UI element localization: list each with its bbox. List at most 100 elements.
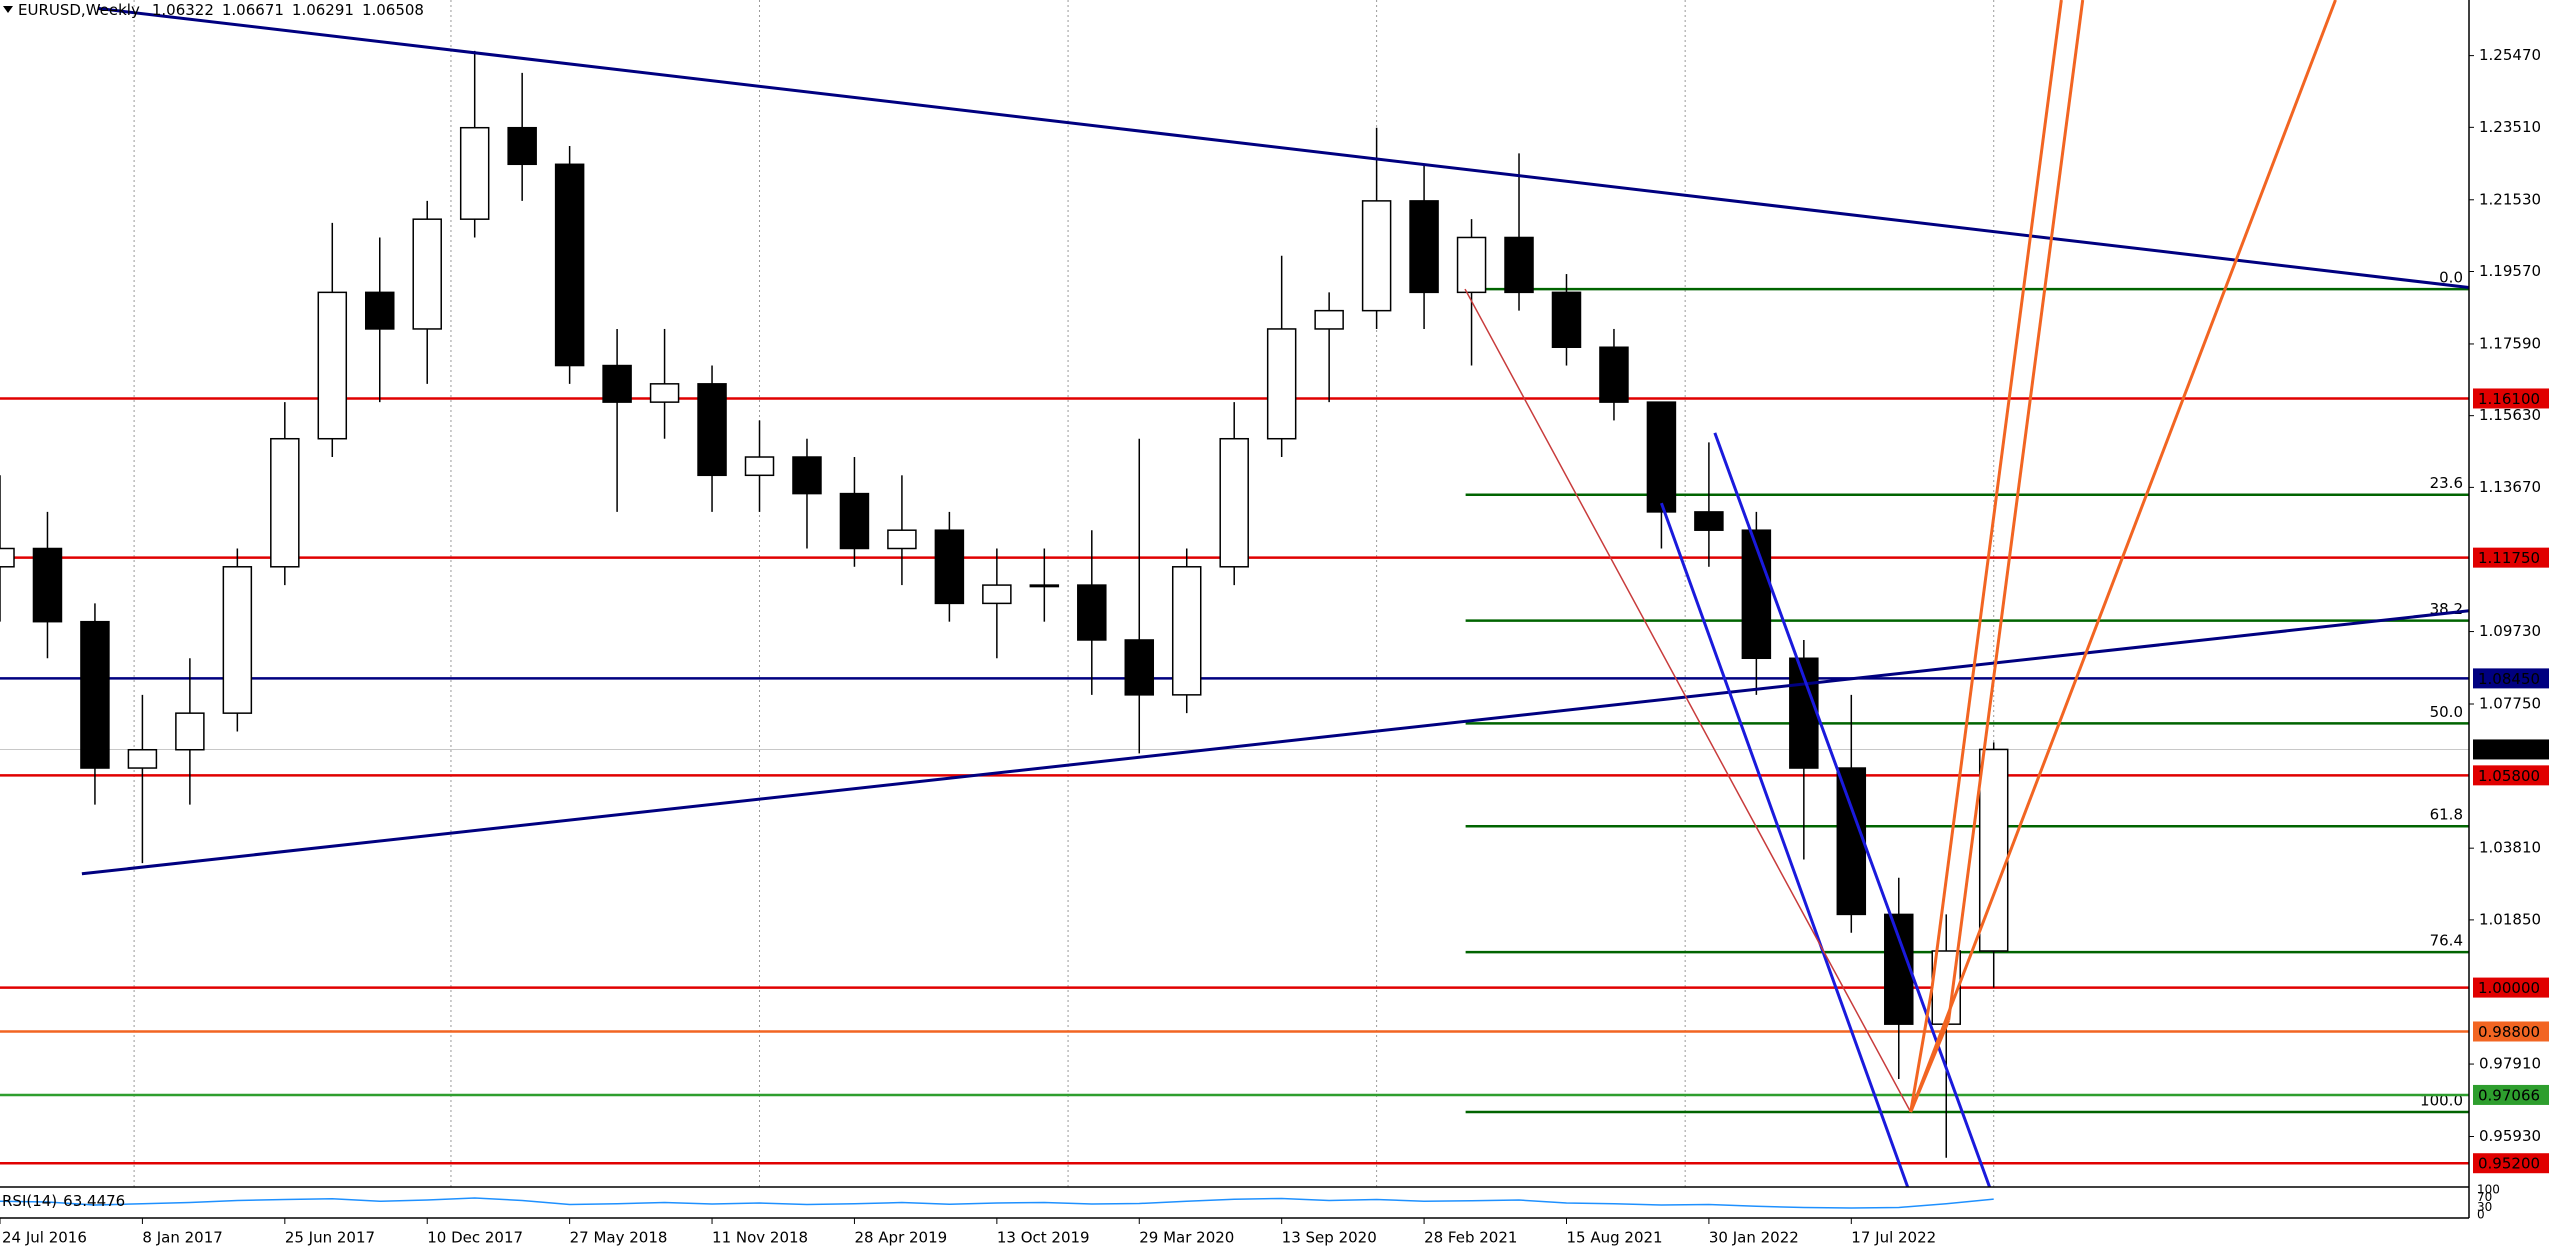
candle-body xyxy=(127,748,158,769)
level-label: 0.95200 xyxy=(2478,1155,2540,1173)
x-tick-label: 17 Jul 2022 xyxy=(1851,1229,1936,1247)
y-tick-label: 1.17590 xyxy=(2479,334,2541,352)
header-low: 1.06291 xyxy=(292,1,354,19)
level-label-box xyxy=(2473,1153,2549,1174)
candle-body xyxy=(649,383,680,403)
grid-layer xyxy=(133,0,1995,1187)
rsi-value: 63.4476 xyxy=(63,1192,125,1210)
candle-body xyxy=(1171,566,1202,696)
candle-body xyxy=(1836,767,1867,916)
y-tick-label: 1.01850 xyxy=(2479,910,2541,928)
symbol: EURUSD,Weekly xyxy=(18,1,140,19)
candle-body xyxy=(1029,584,1060,588)
level-label-box xyxy=(2473,1084,2549,1105)
candle-body xyxy=(887,529,917,550)
level-label: 1.11750 xyxy=(2478,549,2540,567)
level-label-box xyxy=(2473,977,2549,998)
y-tick-label: 0.95930 xyxy=(2479,1127,2541,1145)
x-tick-label: 11 Nov 2018 xyxy=(712,1229,808,1247)
candle-body xyxy=(317,291,348,440)
y-tick-label: 1.23510 xyxy=(2479,118,2541,136)
candle-body xyxy=(1077,584,1107,641)
candle-body xyxy=(744,456,775,477)
x-tick-label: 27 May 2018 xyxy=(570,1229,668,1247)
y-tick-label: 1.03810 xyxy=(2479,839,2541,857)
candle-body xyxy=(839,492,870,550)
fib-label: 0.0 xyxy=(2439,269,2463,287)
rsi-line xyxy=(0,1197,1994,1209)
trendline xyxy=(1909,0,2337,1113)
fib-label: 76.4 xyxy=(2430,932,2463,950)
header-triangle xyxy=(3,6,13,13)
candle-body xyxy=(602,364,632,403)
y-tick-label: 1.09730 xyxy=(2479,622,2541,640)
level-label: 0.98800 xyxy=(2478,1023,2540,1041)
rsi-name: RSI(14) xyxy=(2,1192,57,1210)
candle-body xyxy=(32,547,63,623)
candle-body xyxy=(1599,346,1629,403)
trendline xyxy=(81,609,2469,876)
y-tick-label: 1.13670 xyxy=(2479,478,2541,496)
header-high: 1.06671 xyxy=(222,1,284,19)
level-label: 1.00000 xyxy=(2478,979,2540,997)
y-tick-label: 1.21530 xyxy=(2479,190,2541,208)
candle-body xyxy=(1694,511,1724,531)
candle-body xyxy=(507,126,537,166)
level-label-box xyxy=(2473,765,2549,786)
trendline xyxy=(1660,502,1910,1187)
candle-body xyxy=(270,437,300,568)
candle-body xyxy=(1551,291,1582,348)
trendline xyxy=(1464,288,1912,1113)
level-label-box xyxy=(2473,547,2549,568)
x-tick-label: 13 Sep 2020 xyxy=(1282,1229,1377,1247)
candle-body xyxy=(792,456,822,495)
header-open: 1.06322 xyxy=(152,1,214,19)
y-tick-label: 0.97910 xyxy=(2479,1055,2541,1073)
rsi-tick-label: 30 xyxy=(2477,1200,2492,1214)
x-tick-label: 28 Apr 2019 xyxy=(854,1229,947,1247)
candle-body xyxy=(0,547,15,568)
rsi-layer xyxy=(0,1197,1994,1209)
candle-body xyxy=(1219,437,1249,568)
candle-body xyxy=(1741,529,1772,660)
level-label: 1.08450 xyxy=(2478,670,2540,688)
candle-body xyxy=(1456,236,1487,294)
candle-body xyxy=(175,712,205,751)
candle-body xyxy=(1124,639,1155,696)
rsi-tick-label: 100 xyxy=(2477,1183,2500,1197)
level-label-box xyxy=(2473,1021,2549,1042)
candles-layer xyxy=(0,50,2009,1158)
candle-body xyxy=(697,383,727,477)
level-label: 1.05800 xyxy=(2478,767,2540,785)
candle-body xyxy=(222,566,253,714)
fib-label: 23.6 xyxy=(2430,474,2463,492)
fib-label: 50.0 xyxy=(2430,703,2463,721)
candle-body xyxy=(554,163,585,367)
y-tick-label: 1.25470 xyxy=(2479,46,2541,64)
y-tick-label: 1.19570 xyxy=(2479,262,2541,280)
x-tick-label: 25 Jun 2017 xyxy=(285,1229,375,1247)
rsi-tick-label: 70 xyxy=(2477,1190,2492,1204)
level-label-box xyxy=(2473,388,2549,409)
candle-body xyxy=(1409,200,1439,294)
trendline xyxy=(1947,0,2085,1021)
trendline xyxy=(1909,987,1934,1113)
level-label-box xyxy=(2473,739,2549,760)
candle-body xyxy=(982,584,1012,605)
level-label: 1.16100 xyxy=(2478,390,2540,408)
candle-body xyxy=(1314,309,1344,330)
candle-body xyxy=(80,620,110,769)
level-label-box xyxy=(2473,668,2549,689)
candle-body xyxy=(1884,913,1914,1025)
candle-body xyxy=(459,126,490,220)
level-label: 1.06508 xyxy=(2478,741,2540,759)
candle-body xyxy=(412,218,442,330)
candle-body xyxy=(1504,236,1534,294)
trendline xyxy=(97,6,2469,290)
trendline xyxy=(1713,432,1991,1187)
candle-body xyxy=(934,529,965,605)
x-tick-label: 10 Dec 2017 xyxy=(427,1229,523,1247)
